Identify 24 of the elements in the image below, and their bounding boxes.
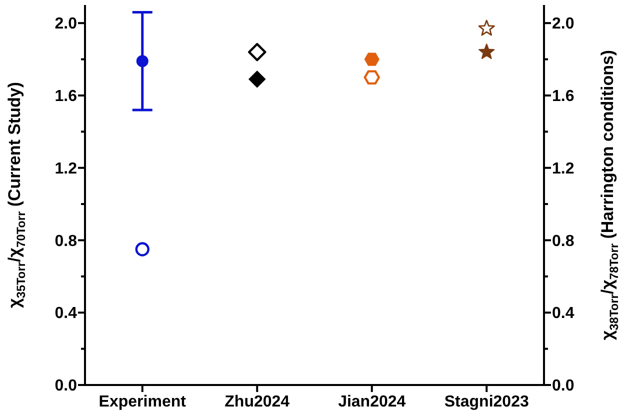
x-tick-label: Jian2024 (338, 393, 406, 410)
point (478, 20, 495, 36)
y-tick-label: 0.0 (54, 378, 78, 395)
point (136, 55, 148, 68)
point (364, 70, 380, 85)
y-tick-label: 0.8 (54, 232, 78, 250)
y-tick-label: 1.6 (54, 88, 78, 106)
y2-tick-label: 0.4 (552, 305, 574, 322)
point (364, 52, 380, 66)
y-tick-label: 2.0 (54, 16, 78, 33)
point (248, 42, 266, 62)
point (135, 242, 150, 256)
y2-tick-label: 0.0 (552, 378, 574, 395)
y-tick-label: 1.2 (54, 160, 78, 178)
x-tick-label: Experiment (98, 393, 187, 410)
point (248, 70, 266, 88)
y2-tick-label: 2.0 (552, 16, 574, 33)
x-tick-label: Stagni2023 (444, 393, 529, 410)
y-tick-label: 0.4 (54, 305, 78, 322)
point (478, 44, 495, 60)
x-tick-label: Zhu2024 (224, 393, 290, 410)
y2-tick-label: 1.6 (552, 88, 574, 106)
y2-tick-label: 0.8 (552, 232, 574, 250)
y2-tick-label: 1.2 (552, 160, 574, 178)
